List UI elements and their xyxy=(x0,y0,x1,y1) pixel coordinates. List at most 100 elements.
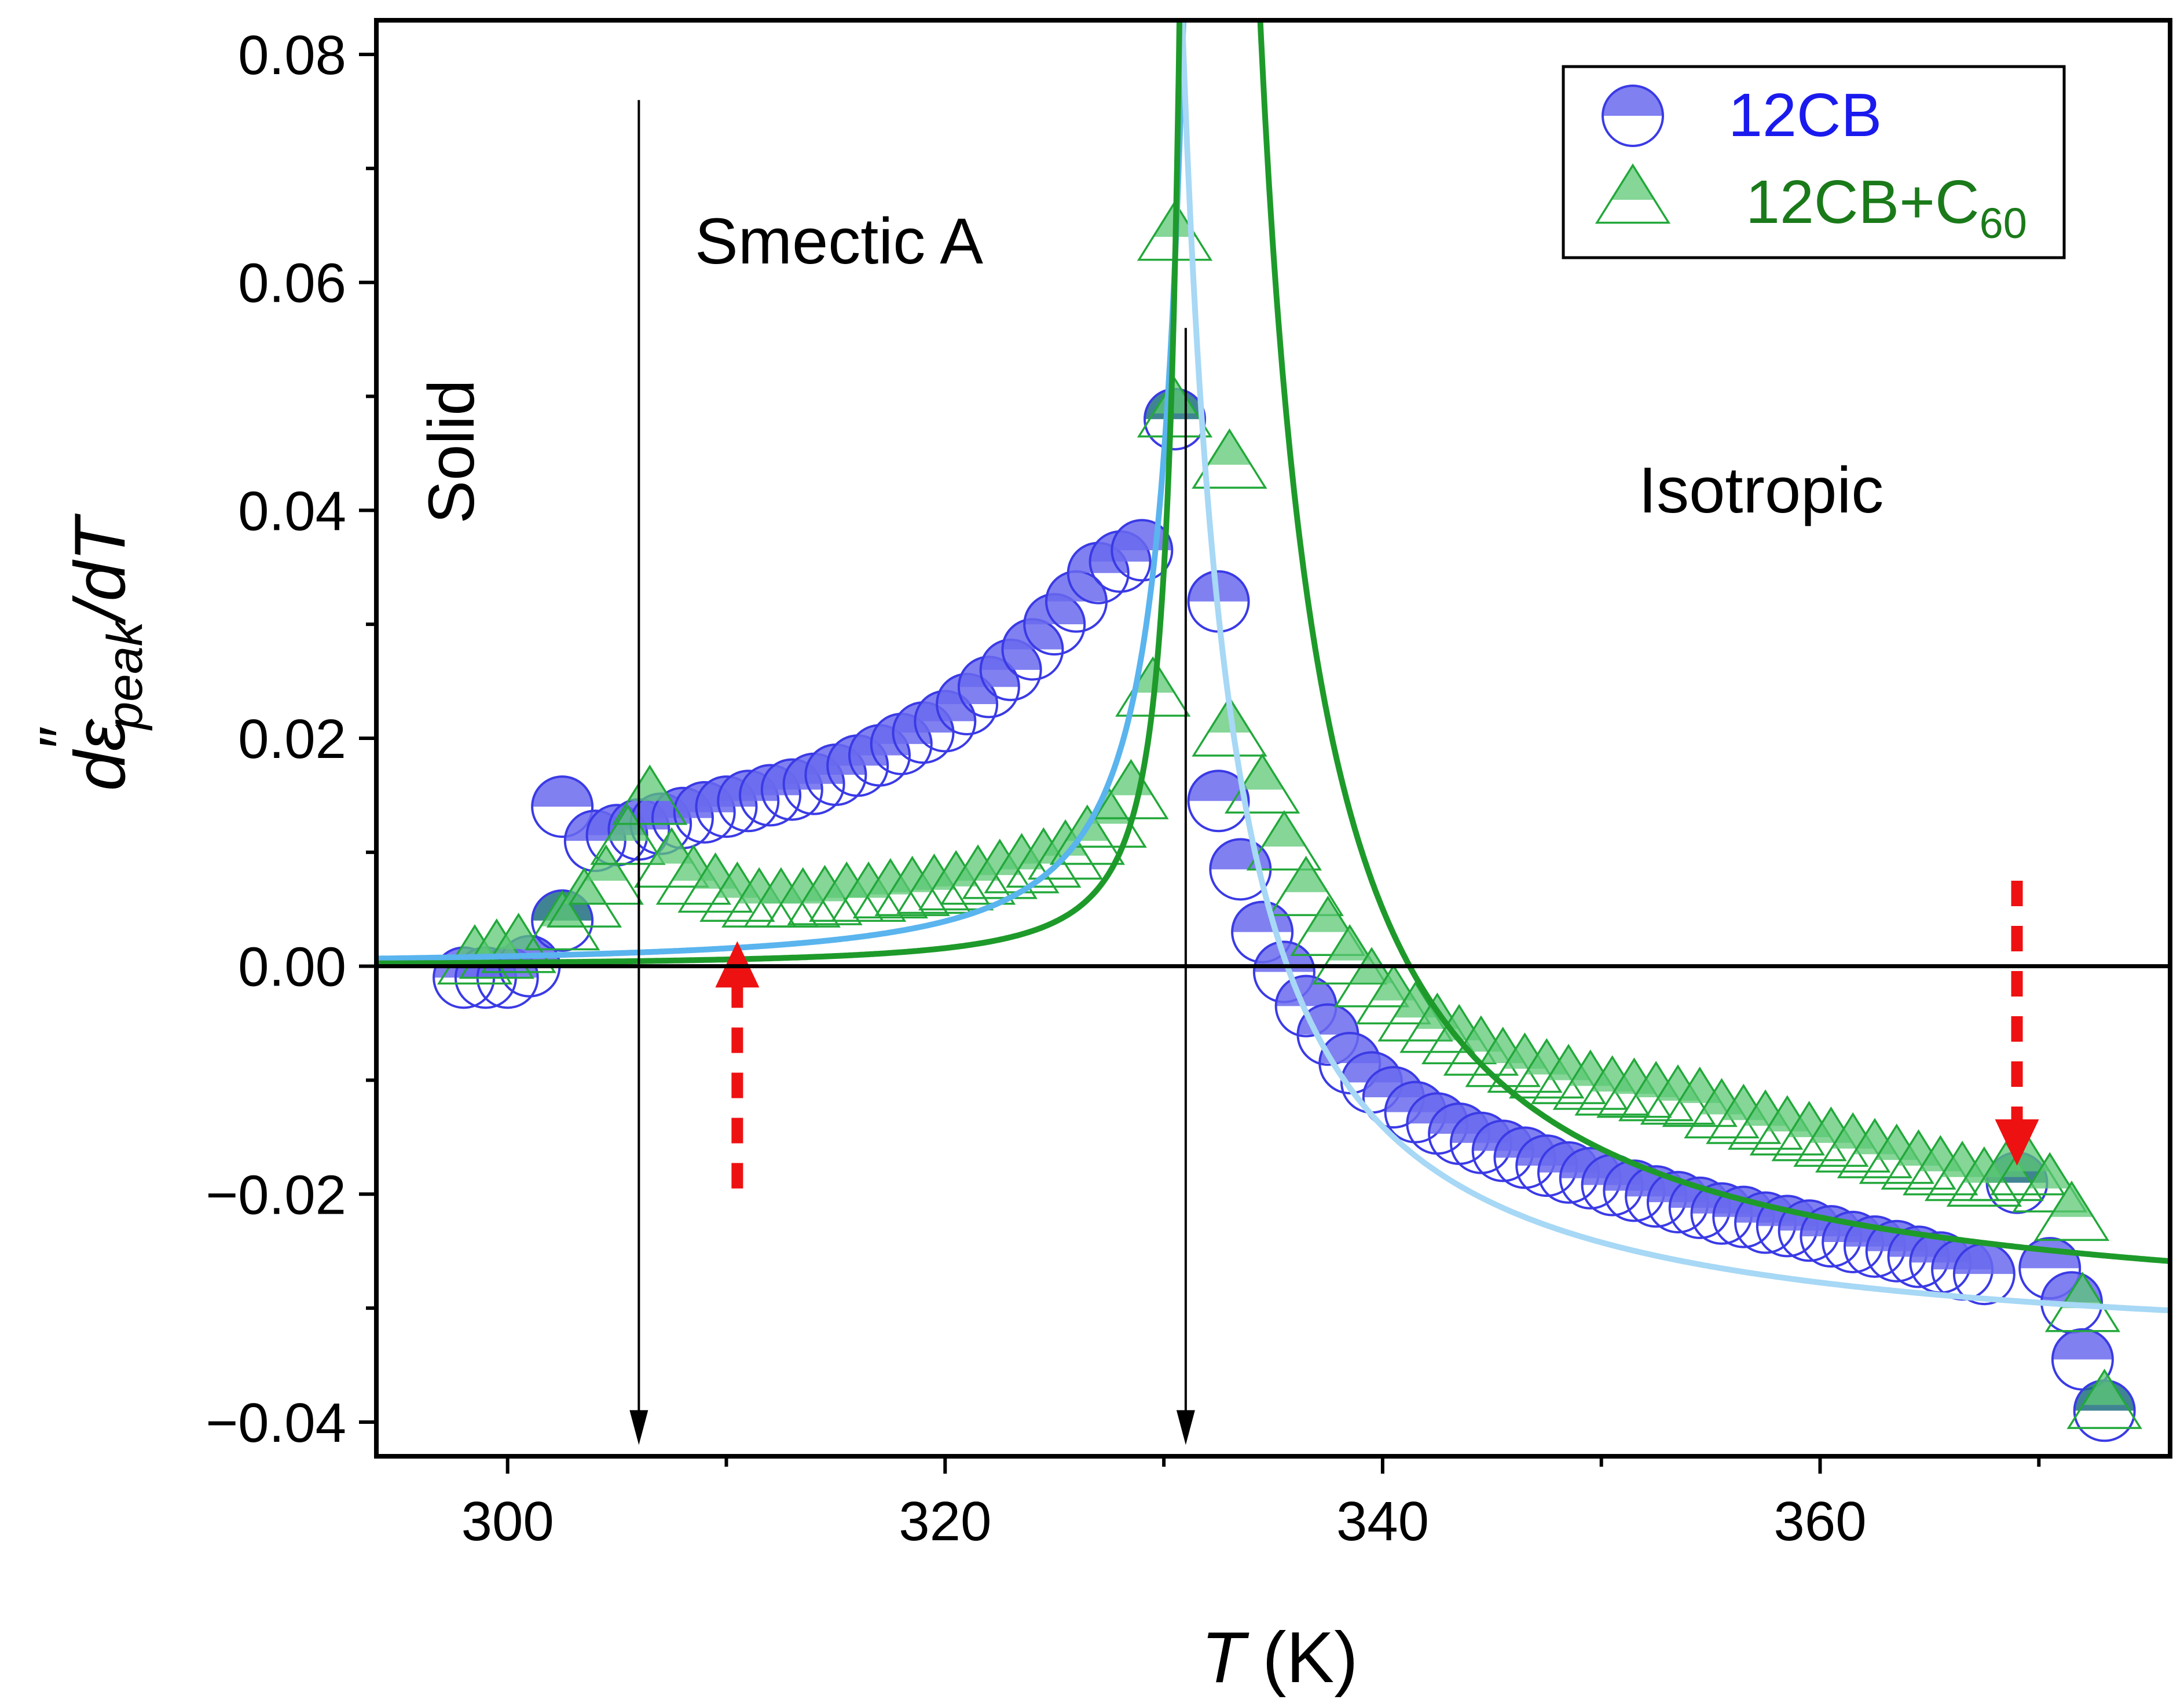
point-12cb-c60-top xyxy=(1394,983,1437,1018)
point-12cb-c60-outline xyxy=(590,804,666,865)
phase-transition-arrow-head xyxy=(629,1410,648,1445)
y-tick-label: 0.00 xyxy=(238,936,346,998)
y-tick-label: −0.02 xyxy=(206,1164,346,1226)
point-12cb-c60-top xyxy=(497,914,540,950)
x-axis-title: T (K) xyxy=(1201,1618,1358,1698)
point-12cb-c60-top xyxy=(1678,1068,1721,1103)
legend-marker-12cb xyxy=(1602,85,1664,147)
y-axis-title-subscript: peak xyxy=(97,619,153,731)
point-12cb-outline xyxy=(1111,519,1174,582)
point-12cb-c60-outline xyxy=(1027,819,1104,880)
y-tick-label: 0.06 xyxy=(238,252,346,314)
point-12cb-c60 xyxy=(2012,1152,2088,1213)
point-12cb-c60 xyxy=(2033,1180,2110,1241)
point-12cb-c60-top xyxy=(1240,755,1284,790)
point-12cb-c60 xyxy=(2066,1368,2142,1429)
fit-C60-isotropic xyxy=(1257,20,2170,1264)
fit-12CB-isotropic xyxy=(1179,20,2170,1314)
point-12cb-top xyxy=(1046,571,1106,602)
point-12cb-c60-top xyxy=(2028,1153,2072,1189)
point-12cb-c60-outline xyxy=(1192,696,1267,757)
y-axis-title-suffix: /dT xyxy=(60,513,140,626)
point-12cb-c60 xyxy=(524,889,600,951)
y-tick-label: 0.04 xyxy=(238,480,346,542)
point-12cb-c60-outline xyxy=(1049,804,1126,865)
point-12cb-c60-top xyxy=(1262,812,1306,847)
point-12cb-c60-outline xyxy=(481,913,556,973)
x-axis-title-symbol: T xyxy=(1201,1618,1249,1698)
point-12cb-c60-top xyxy=(1459,1017,1503,1052)
point-12cb-top xyxy=(2052,1329,2113,1360)
point-12cb-c60-top xyxy=(562,869,606,904)
y-tick-label: 0.08 xyxy=(238,24,346,86)
y-axis-title-prime: ″ xyxy=(27,726,98,749)
x-axis-title-unit: (K) xyxy=(1262,1618,1358,1698)
series-layer xyxy=(433,200,2142,1442)
point-12cb-c60-top xyxy=(1306,898,1350,932)
y-axis-title: dε″peak/dT xyxy=(27,513,153,791)
legend-label-12cb-c60-sub: 60 xyxy=(1980,199,2027,247)
axes-layer: 300 320 340 360 −0.04 −0.02 0.00 0.02 0.04 0.06 0.… xyxy=(206,18,2172,1552)
point-12cb-c60 xyxy=(1192,428,1267,489)
point-12cb-c60-outline xyxy=(2033,1180,2110,1241)
point-12cb-c60-top xyxy=(2061,1273,2105,1309)
x-tick-label: 340 xyxy=(1336,1490,1429,1552)
point-12cb-c60-top xyxy=(2083,1370,2126,1405)
point-12cb-c60-top xyxy=(1328,926,1372,961)
phase-transition-arrow xyxy=(1176,328,1195,1445)
point-12cb-outline xyxy=(531,775,594,838)
fit-C60-smectic xyxy=(376,20,1183,966)
legend-marker-12cb-symbol-top xyxy=(1603,86,1663,116)
phase-transition-arrow-head xyxy=(1176,1410,1195,1445)
fit-layer xyxy=(376,20,2170,1314)
point-12cb-c60 xyxy=(1246,810,1322,871)
point-12cb-top xyxy=(1232,902,1293,932)
red-dashed-arrow xyxy=(1995,881,2039,1166)
point-12cb-c60-top xyxy=(540,892,584,926)
point-12cb-c60-top xyxy=(1131,658,1175,693)
y-tick-label: −0.04 xyxy=(206,1392,346,1454)
point-12cb-top xyxy=(1188,771,1249,801)
point-12cb-top xyxy=(532,776,593,807)
point-12cb-outline xyxy=(717,770,780,833)
point-12cb-top xyxy=(1002,619,1063,650)
point-12cb-top xyxy=(1954,1244,2014,1274)
legend-marker-12cb-c60-symbol-outline xyxy=(1595,163,1671,224)
legend-marker-12cb-c60-symbol xyxy=(1595,163,1671,224)
point-12cb-outline xyxy=(739,764,802,827)
point-12cb-c60-top xyxy=(1437,1006,1481,1041)
point-12cb-c60-top xyxy=(2050,1182,2094,1217)
point-12cb-c60-outline xyxy=(1290,895,1366,957)
point-12cb-c60-outline xyxy=(1246,810,1322,871)
point-12cb-c60-outline xyxy=(1268,855,1344,917)
legend-label-12cb: 12CB xyxy=(1728,81,1882,149)
phase-transition-arrow xyxy=(629,100,648,1445)
point-12cb-c60-outline xyxy=(2066,1368,2142,1429)
point-12cb-outline xyxy=(760,758,823,821)
legend-marker-12cb-c60 xyxy=(1595,163,1671,224)
point-12cb-outline xyxy=(695,775,758,838)
point-12cb-c60-outline xyxy=(1192,428,1267,489)
point-12cb-outline xyxy=(1187,770,1250,833)
point-12cb-c60-outline xyxy=(568,844,644,905)
point-12cb-c60 xyxy=(1268,855,1344,917)
legend-marker-12cb-symbol xyxy=(1602,85,1664,147)
point-12cb-top xyxy=(1024,594,1085,625)
point-12cb-c60-top xyxy=(1208,430,1251,465)
annotation-isotropic: Isotropic xyxy=(1639,454,1883,526)
point-12cb-c60-outline xyxy=(612,764,688,825)
point-12cb-c60-outline xyxy=(524,889,600,951)
y-tick-label: 0.02 xyxy=(238,708,346,770)
point-12cb-outline xyxy=(673,781,736,844)
legend-label-12cb-c60-main: 12CB+C xyxy=(1746,168,1980,236)
legend-marker-12cb-c60-symbol-top xyxy=(1611,165,1655,200)
point-12cb-c60 xyxy=(546,867,622,928)
point-12cb-c60-outline xyxy=(1137,377,1213,438)
fit-12CB-smectic xyxy=(376,20,1186,962)
point-12cb-c60-top xyxy=(1284,858,1328,892)
annotation-smectic: Smectic A xyxy=(695,205,983,277)
y-axis-title-symbol: ε xyxy=(60,719,140,751)
x-tick-label: 360 xyxy=(1773,1490,1866,1552)
point-12cb-c60 xyxy=(481,913,556,973)
point-12cb-c60-top xyxy=(1087,789,1131,824)
